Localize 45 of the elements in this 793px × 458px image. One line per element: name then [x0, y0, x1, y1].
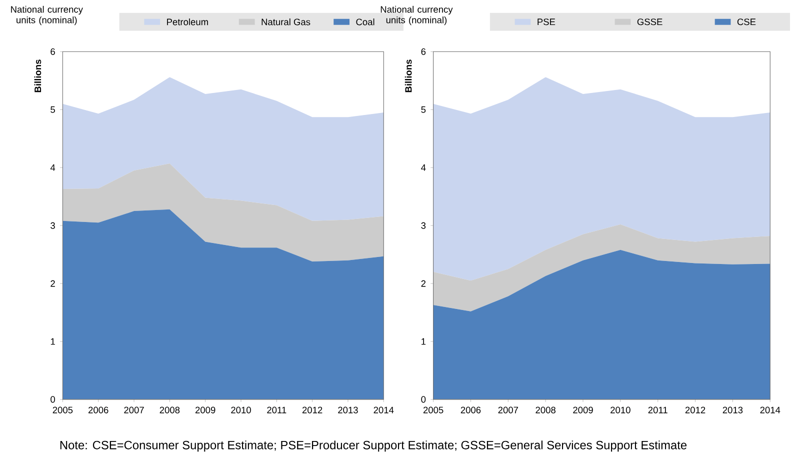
x-tick-label: 2010	[610, 406, 630, 414]
x-tick-label: 2006	[88, 406, 108, 414]
y-tick-label: 3	[50, 222, 55, 229]
x-tick-label: 2013	[722, 406, 743, 414]
x-tick-label: 2012	[302, 406, 322, 414]
legend-label: GSSE	[637, 18, 662, 26]
y-tick-label: 4	[50, 164, 56, 171]
y-tick-label: 0	[50, 396, 56, 403]
legend-label: Petroleum	[167, 18, 208, 26]
x-tick-label: 2007	[498, 406, 518, 414]
x-tick-label: 2011	[267, 406, 286, 414]
x-tick-label: 2005	[52, 406, 73, 414]
x-tick-label: 2005	[423, 406, 444, 414]
y-axis-title: Billions	[34, 60, 42, 92]
x-tick-label: 2008	[160, 406, 180, 414]
x-tick-label: 2014	[760, 406, 780, 414]
x-tick-label: 2011	[648, 406, 668, 414]
x-tick-label: 2009	[573, 406, 593, 414]
y-tick-label: 4	[421, 164, 426, 171]
y-tick-label: 2	[421, 280, 426, 287]
legend-label: Natural Gas	[262, 18, 310, 26]
legend-label: PSE	[538, 18, 556, 26]
legend-label: Coal	[356, 18, 374, 26]
x-tick-label: 2013	[338, 406, 358, 414]
y-tick-label: 3	[421, 222, 426, 229]
x-tick-label: 2014	[374, 406, 394, 414]
y-axis-title: Billions	[404, 60, 412, 92]
y-tick-label: 1	[422, 338, 426, 345]
legend-label: CSE	[737, 18, 756, 26]
y-tick-label: 5	[50, 106, 55, 113]
y-tick-label: 1	[50, 338, 55, 345]
x-tick-label: 2008	[536, 406, 556, 414]
x-tick-label: 2006	[460, 406, 481, 414]
y-tick-label: 5	[421, 106, 426, 113]
chart-title: National currency units (nominal)	[380, 6, 453, 26]
y-tick-label: 2	[50, 280, 55, 287]
y-tick-label: 6	[50, 48, 55, 55]
x-tick-label: 2007	[124, 406, 144, 414]
y-tick-label: 0	[421, 396, 426, 403]
y-tick-label: 6	[421, 48, 426, 55]
x-tick-label: 2009	[195, 406, 216, 414]
x-tick-label: 2012	[685, 406, 706, 414]
text: Note: CSE=Consumer Support Estimate; PSE=Producer Support Estimate; GSSE=General Services Support Estimate	[60, 440, 687, 452]
chart-title: National currency units (nominal)	[11, 6, 83, 26]
x-tick-label: 2010	[231, 406, 251, 414]
